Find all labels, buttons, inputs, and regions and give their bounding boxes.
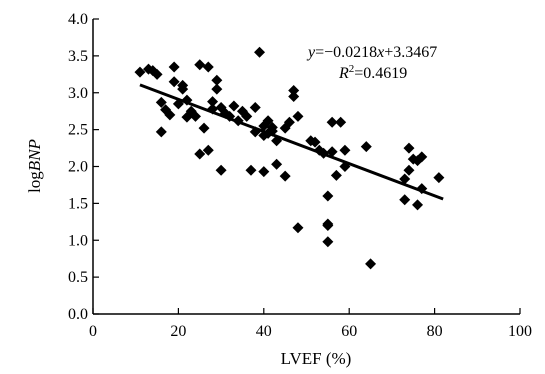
r2-superscript: 2 [349,63,355,75]
data-point [134,66,146,78]
x-tick-label: 100 [508,323,532,340]
data-point [207,96,219,108]
r2-symbol: R [338,65,349,82]
eq-y-var: y [306,44,316,61]
data-point [403,142,415,154]
data-point [245,164,257,176]
regression-equation: y=−0.0218x+3.3467 [306,44,437,61]
data-point [155,126,167,138]
data-point [198,122,210,134]
data-point [211,83,223,95]
data-point [215,164,227,176]
data-point [330,169,342,181]
data-point [279,170,291,182]
y-tick-label: 0.0 [68,306,88,323]
data-point [322,220,334,231]
data-point [326,146,338,158]
y-axis-title-var: BNP [25,139,44,171]
data-point [164,109,176,121]
data-point [189,110,201,122]
data-point [258,166,270,178]
data-point [292,222,304,234]
data-point [211,74,223,86]
y-axis-title: logBNP [25,139,44,193]
data-point [365,258,377,270]
r2-value: =0.4619 [354,65,407,82]
axes: 0.0 0.5 1.0 1.5 2.0 2.5 3.0 3.5 4.0 0 20 40 60 80 100 [68,11,532,340]
data-point [241,110,253,122]
y-tick-label: 3.5 [68,48,88,65]
data-point [151,68,163,80]
y-tick-label: 0.5 [68,269,88,286]
data-point [309,136,321,148]
data-point [194,148,206,160]
x-tick-label: 60 [341,323,357,340]
y-axis-title-prefix: log [25,171,44,193]
data-point [254,46,266,58]
data-point [288,85,300,97]
data-point [271,158,283,170]
data-point [412,199,424,211]
y-tick-label: 1.0 [68,232,88,249]
trendline [139,83,444,201]
data-point [322,236,334,248]
data-point [322,190,334,202]
data-point [326,116,338,128]
y-tick-label: 4.0 [68,11,88,28]
x-tick-label: 40 [256,323,272,340]
data-point [155,96,167,108]
data-point [399,194,411,206]
x-axis-title: LVEF (%) [281,349,352,368]
y-tick-label: 2.5 [68,122,88,139]
data-point [416,151,428,163]
eq-x-var: x [376,44,384,61]
data-point [433,172,445,184]
data-point [292,110,304,122]
data-point [403,164,415,176]
eq-intercept: +3.3467 [384,44,437,61]
data-point [339,144,351,156]
x-tick-label: 0 [89,323,97,340]
data-point [228,100,240,112]
r-squared: R2=0.4619 [338,63,407,82]
x-tick-label: 80 [427,323,443,340]
x-tick-label: 20 [170,323,186,340]
data-point [202,144,214,156]
data-point [399,173,411,185]
trendline-group [139,83,444,201]
y-tick-label: 2.0 [68,159,88,176]
data-point [249,126,261,138]
y-tick-label: 1.5 [68,195,88,212]
data-point [283,116,295,128]
data-point [249,102,261,113]
eq-slope: =−0.0218 [315,44,377,61]
y-tick-label: 3.0 [68,85,88,102]
data-point [288,90,300,102]
data-point [168,76,180,88]
data-points [134,46,445,270]
data-point [168,61,180,73]
data-point [360,141,372,153]
data-point [335,116,347,128]
data-point [177,83,189,95]
data-point [202,61,214,73]
data-point [194,59,206,71]
